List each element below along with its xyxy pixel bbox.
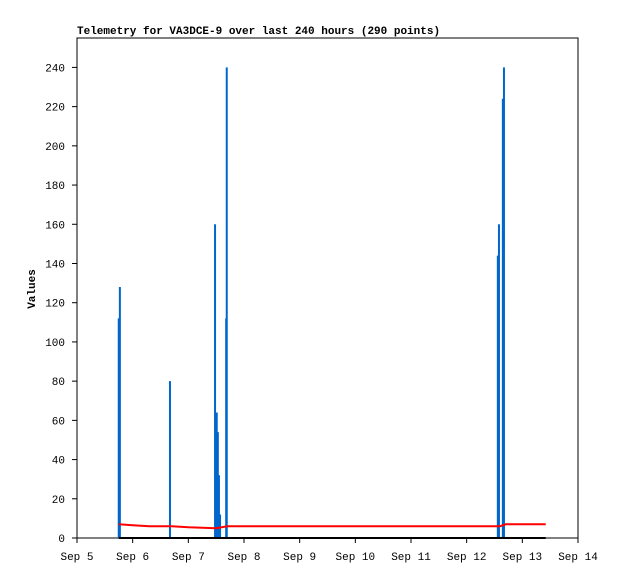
x-tick-label: Sep 14 [558,552,598,564]
y-tick-label: 20 [52,495,65,507]
bar [502,67,505,538]
y-tick-label: 180 [45,181,65,193]
bar [496,255,499,538]
y-tick-label: 200 [45,142,65,154]
bar [497,224,500,538]
y-tick-label: 220 [45,103,65,115]
y-tick-label: 60 [52,416,65,428]
y-axis-label: Values [27,269,39,309]
bar [216,432,219,538]
y-tick-label: 100 [45,338,65,350]
bar [117,318,120,538]
y-tick-label: 0 [58,534,65,546]
x-tick-label: Sep 13 [503,552,543,564]
bar [215,412,218,538]
bar [217,475,220,538]
x-tick-label: Sep 9 [283,552,316,564]
y-tick-label: 120 [45,299,65,311]
x-tick-label: Sep 12 [447,552,487,564]
y-tick-label: 240 [45,63,65,75]
x-tick-label: Sep 7 [172,552,205,564]
y-tick-label: 80 [52,377,65,389]
x-tick-label: Sep 10 [336,552,376,564]
y-tick-label: 40 [52,456,65,468]
bar [168,381,171,538]
y-tick-label: 140 [45,259,65,271]
chart-title: Telemetry for VA3DCE-9 over last 240 hou… [77,26,440,38]
x-tick-label: Sep 5 [60,552,93,564]
bar [118,287,121,538]
bar [214,224,217,538]
x-tick-label: Sep 6 [116,552,149,564]
bar [225,67,228,538]
x-tick-label: Sep 8 [227,552,260,564]
bar [219,514,222,538]
bar [501,98,504,539]
line [118,523,546,530]
x-tick-label: Sep 11 [391,552,431,564]
y-tick-label: 160 [45,220,65,232]
